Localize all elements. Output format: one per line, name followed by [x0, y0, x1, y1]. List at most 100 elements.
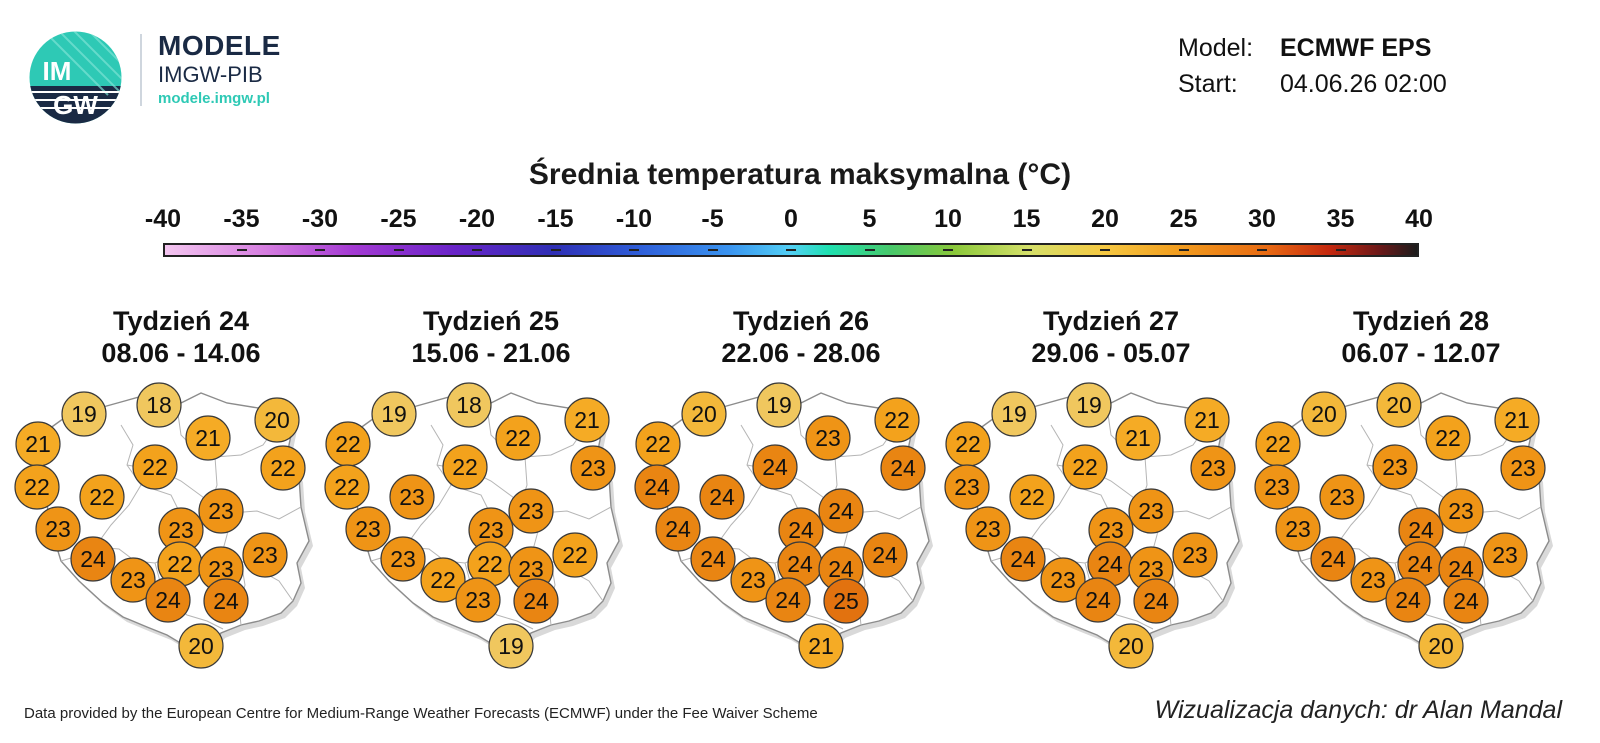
temperature-marker-circle: [1301, 391, 1347, 437]
temperature-value: 20: [188, 633, 214, 659]
temperature-value: 23: [954, 474, 980, 500]
temperature-value: 22: [334, 474, 360, 500]
temperature-marker-circle: [1500, 445, 1546, 491]
temperature-value: 24: [1453, 588, 1479, 614]
temperature-marker: 24: [690, 536, 736, 582]
temperature-marker-circle: [1040, 557, 1086, 603]
temperature-marker: 24: [513, 578, 559, 624]
temperature-value: 23: [1492, 542, 1518, 568]
temperature-value: 24: [1320, 546, 1346, 572]
temperature-marker: 20: [1376, 382, 1422, 428]
temperature-marker-circle: [1494, 397, 1540, 443]
temperature-value: 23: [518, 498, 544, 524]
scale-tick-mark: [864, 249, 875, 251]
temperature-value: 23: [1264, 474, 1290, 500]
temperature-marker-circle: [14, 464, 60, 510]
scale-tick-label: 35: [1326, 205, 1355, 233]
scale-tick-mark: [393, 249, 404, 251]
logo-mark-bottom: GW: [53, 90, 98, 120]
temperature-marker: 23: [1500, 445, 1546, 491]
temperature-value: 19: [498, 633, 524, 659]
temperature-marker: 23: [345, 506, 391, 552]
temperature-marker-circle: [634, 464, 680, 510]
temperature-value: 20: [264, 407, 290, 433]
temperature-value: 23: [208, 498, 234, 524]
imgw-logo: IM GW MODELE IMGW-PIB modele.imgw.pl: [28, 24, 308, 124]
temperature-marker-circle: [1372, 444, 1418, 490]
temperature-marker-circle: [136, 382, 182, 428]
scale-tick-mark: [472, 249, 482, 251]
week-title: Tydzień 27: [1042, 306, 1180, 336]
week-dates: 29.06 - 05.07: [1031, 338, 1191, 368]
week-map: 20 19 23 22 22 24 24 24 24 24 24 24 24 23 24 24 24 24 25 21: [634, 382, 933, 669]
temperature-marker: 24: [70, 536, 116, 582]
week-dates: 08.06 - 14.06: [101, 338, 261, 368]
temperature-value: 22: [1435, 425, 1461, 451]
temperature-marker-circle: [1254, 464, 1300, 510]
temperature-marker: 22: [325, 421, 371, 467]
temperature-marker: 24: [752, 444, 798, 490]
temperature-marker: 23: [965, 506, 1011, 552]
scale-tick-label: -30: [301, 205, 339, 233]
temperature-marker: 24: [1443, 578, 1489, 624]
temperature-marker-circle: [991, 391, 1037, 437]
temperature-marker: 21: [15, 421, 61, 467]
temperature-value: 24: [1143, 588, 1169, 614]
data-credit: Data provided by the European Centre for…: [24, 705, 818, 722]
temperature-marker: 20: [178, 623, 224, 669]
temperature-marker: 22: [1255, 421, 1301, 467]
temperature-value: 24: [155, 587, 181, 613]
logo-title: MODELE: [158, 30, 281, 61]
temperature-marker: 24: [699, 474, 745, 520]
temperature-marker-circle: [1172, 532, 1218, 578]
temperature-marker: 23: [1190, 445, 1236, 491]
temperature-marker-circle: [324, 464, 370, 510]
temperature-value: 23: [1050, 567, 1076, 593]
temperature-marker-circle: [681, 391, 727, 437]
temperature-value: 21: [195, 425, 221, 451]
temperature-marker: 22: [442, 444, 488, 490]
temperature-marker-circle: [442, 444, 488, 490]
scale-tick-mark: [1257, 249, 1267, 251]
temperature-marker: 19: [991, 391, 1037, 437]
temperature-marker-circle: [420, 557, 466, 603]
temperature-marker: 23: [730, 557, 776, 603]
temperature-marker-circle: [1108, 623, 1154, 669]
temperature-value: 24: [1448, 556, 1474, 582]
week-dates: 06.07 - 12.07: [1341, 338, 1501, 368]
temperature-value: 18: [456, 392, 482, 418]
temperature-value: 24: [787, 551, 813, 577]
temperature-value: 23: [1138, 498, 1164, 524]
temperature-value: 19: [381, 401, 407, 427]
temperature-marker: 20: [1108, 623, 1154, 669]
temperature-marker: 25: [823, 578, 869, 624]
temperature-marker: 23: [1319, 474, 1365, 520]
temperature-value: 23: [120, 567, 146, 593]
temperature-marker: 18: [446, 382, 492, 428]
temperature-marker-circle: [944, 464, 990, 510]
temperature-value: 24: [1097, 551, 1123, 577]
temperature-marker-circle: [1133, 578, 1179, 624]
scale-title: Średnia temperatura maksymalna (°C): [528, 158, 1072, 191]
temperature-marker: 22: [945, 421, 991, 467]
model-info: Model: ECMWF EPS Start: 04.06.26 02:00: [1178, 30, 1447, 102]
logo-mark-top: IM: [43, 56, 72, 86]
week-title: Tydzień 25: [422, 306, 560, 336]
temperature-marker-circle: [1310, 536, 1356, 582]
temperature-marker-circle: [1482, 532, 1528, 578]
week-panel: Tydzień 28 06.07 - 12.07 20 20 22 21 22 23 23 2…: [1254, 305, 1571, 669]
temperature-marker: 22: [14, 464, 60, 510]
temperature-value: 24: [788, 517, 814, 543]
scale-tick-label: 30: [1248, 205, 1276, 233]
temperature-marker: 23: [1088, 507, 1134, 553]
temperature-value: 24: [80, 546, 106, 572]
temperature-marker-circle: [79, 474, 125, 520]
scale-tick-label: 25: [1169, 205, 1198, 233]
temperature-marker: 20: [1301, 391, 1347, 437]
temperature-marker-circle: [446, 382, 492, 428]
temperature-marker-circle: [1184, 397, 1230, 443]
temperature-value: 20: [1428, 633, 1454, 659]
temperature-marker-circle: [1062, 444, 1108, 490]
scale-tick-label: -10: [615, 205, 653, 233]
temperature-value: 18: [146, 392, 172, 418]
